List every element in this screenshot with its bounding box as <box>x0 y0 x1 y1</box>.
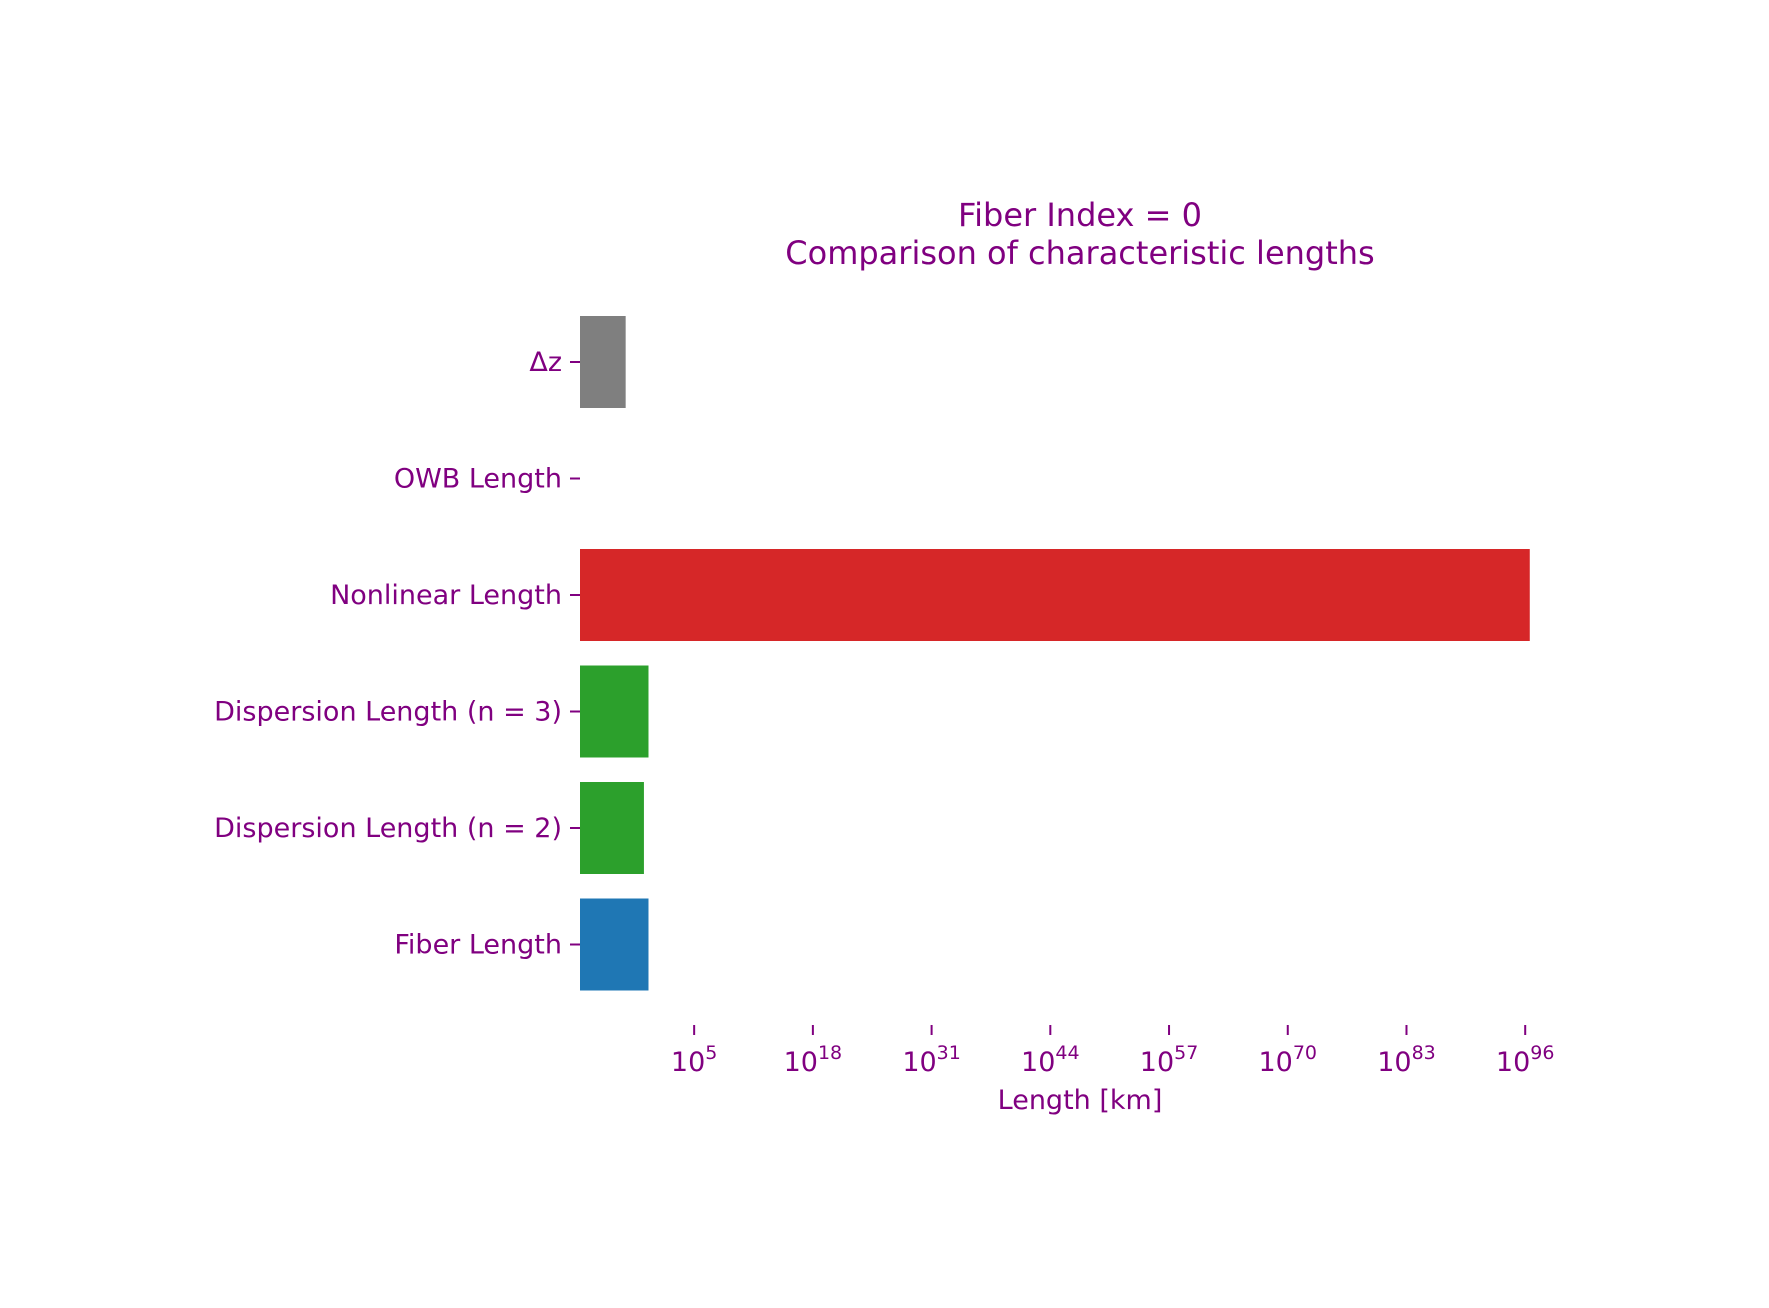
y-tick-labels: Δz OWB Length Nonlinear Length Dispersion L… <box>214 347 580 961</box>
y-tick-label-3: Dispersion Length (n = 3) <box>214 697 562 728</box>
x-tick-label-0: 105 <box>671 1042 717 1078</box>
x-tick-label-3: 1044 <box>1021 1042 1080 1078</box>
bar-4 <box>580 782 644 874</box>
x-tick-label-1: 1018 <box>784 1042 843 1078</box>
x-axis-label: Length [km] <box>998 1085 1163 1116</box>
x-tick-label-7: 1096 <box>1496 1042 1555 1078</box>
chart-title-line1: Fiber Index = 0 <box>958 196 1202 234</box>
x-tick-label-2: 1031 <box>902 1042 961 1078</box>
y-tick-label-2: Nonlinear Length <box>330 580 562 611</box>
x-ticks: 105 1018 1031 1044 1057 1070 1083 1096 <box>671 1025 1555 1078</box>
x-tick-label-4: 1057 <box>1140 1042 1199 1078</box>
y-tick-label-1: OWB Length <box>394 464 562 495</box>
x-tick-label-6: 1083 <box>1377 1042 1436 1078</box>
y-tick-label-5: Fiber Length <box>394 930 562 961</box>
chart-title-line2: Comparison of characteristic lengths <box>785 234 1374 272</box>
bar-5 <box>580 898 649 991</box>
bars-group <box>580 316 1530 991</box>
bar-0 <box>580 316 626 408</box>
bar-2 <box>580 549 1530 641</box>
x-tick-label-5: 1070 <box>1258 1042 1317 1078</box>
y-tick-label-4: Dispersion Length (n = 2) <box>214 813 562 844</box>
bar-3 <box>580 665 649 758</box>
y-tick-label-0: Δz <box>529 347 562 378</box>
